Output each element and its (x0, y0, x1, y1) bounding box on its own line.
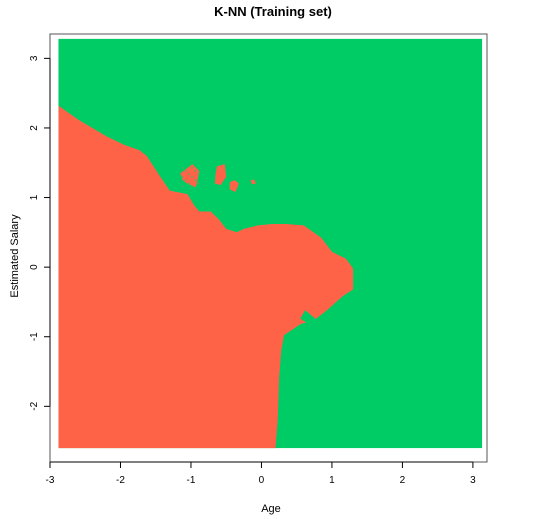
class-0-island-small (250, 179, 256, 185)
y-tick-label: 3 (29, 55, 40, 61)
class-0-region (58, 105, 354, 449)
x-axis: -3 -2 -1 0 1 2 3 (46, 461, 476, 486)
x-tick-label: 1 (329, 475, 335, 486)
speckle-point (197, 182, 200, 185)
x-tick-label: 2 (400, 475, 406, 486)
speckle-point (188, 173, 190, 175)
x-tick-label: -2 (116, 475, 125, 486)
speckle-point (185, 170, 187, 172)
speckle-point (181, 176, 184, 178)
class-1-notch (300, 310, 318, 327)
y-tick-label: 2 (29, 125, 40, 131)
speckle-point (188, 182, 190, 185)
x-axis-label: Age (261, 503, 281, 515)
speckle-point (194, 170, 197, 172)
speckle-point (191, 176, 193, 178)
y-tick-label: -2 (29, 401, 40, 410)
class-0-island-large (214, 164, 227, 185)
y-axis: -2 -1 0 1 2 3 (29, 55, 51, 411)
y-axis-label: Estimated Salary (9, 214, 21, 298)
speckle-point (191, 166, 193, 169)
decision-regions (58, 105, 354, 449)
x-tick-label: -1 (187, 475, 196, 486)
speckle-point (197, 173, 200, 175)
x-tick-label: -3 (46, 475, 55, 486)
plot-area (58, 38, 483, 449)
y-tick-label: 0 (29, 264, 40, 270)
speckle-point (194, 179, 197, 182)
class-0-island-speckled (180, 164, 200, 188)
y-tick-label: -1 (29, 332, 40, 341)
island-speckle-points (181, 166, 200, 188)
x-tick-label: 3 (470, 475, 476, 486)
speckle-point (181, 166, 184, 169)
chart-title: K-NN (Training set) (214, 4, 332, 19)
class-0-island-mid (229, 180, 239, 192)
x-tick-label: 0 (259, 475, 265, 486)
speckle-point (191, 185, 193, 188)
y-tick-label: 1 (29, 194, 40, 200)
speckle-point (181, 185, 184, 188)
speckle-point (185, 179, 187, 182)
